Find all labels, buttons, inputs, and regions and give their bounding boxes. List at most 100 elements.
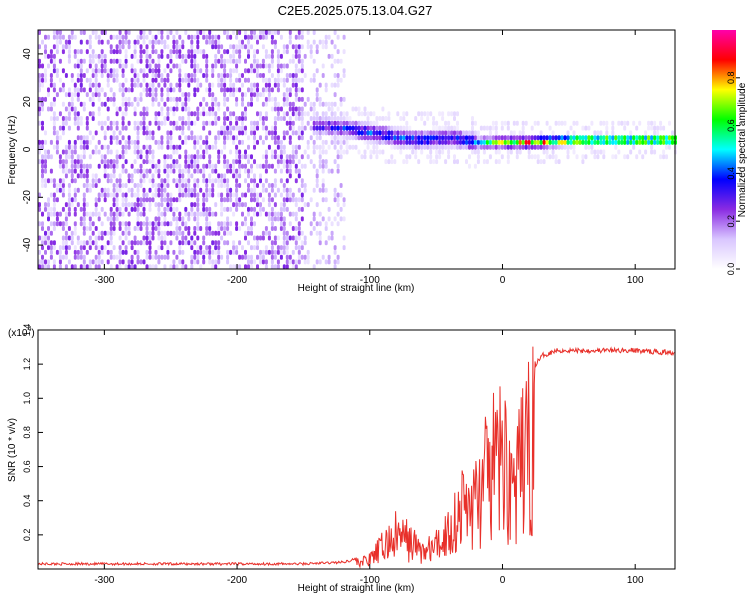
spectrogram-cell xyxy=(232,211,236,217)
spectrogram-cell xyxy=(115,216,119,222)
spectrogram-cell xyxy=(303,125,307,131)
spectrogram-cell xyxy=(303,73,307,78)
spectrogram-cell xyxy=(190,187,194,193)
spectrogram-cell xyxy=(435,125,439,131)
spectrogram-cell xyxy=(315,202,319,208)
spectrogram-cell xyxy=(318,116,322,121)
spectrogram-cell xyxy=(384,130,388,136)
spectrogram-cell xyxy=(551,154,555,160)
spectrogram-cell xyxy=(530,154,534,160)
spectrogram-cell xyxy=(148,39,152,45)
spectrogram-cell xyxy=(333,197,337,203)
spectrogram-cell xyxy=(291,226,295,231)
spectrogram-cell xyxy=(103,197,107,203)
spectrogram-cell xyxy=(163,178,167,184)
spectrogram-cell xyxy=(118,173,122,179)
spectrogram-cell xyxy=(100,259,104,265)
spectrogram-cell xyxy=(47,206,50,212)
spectrogram-cell xyxy=(250,163,253,169)
spectrogram-cell xyxy=(253,192,256,198)
spectrogram-cell xyxy=(441,135,445,141)
spectrogram-cell xyxy=(151,82,155,88)
spectrogram-cell xyxy=(405,135,409,141)
spectrogram-cell xyxy=(199,154,203,160)
spectrogram-cell xyxy=(297,187,301,193)
spectrogram-cell xyxy=(339,206,343,212)
spectrogram-cell xyxy=(447,120,451,126)
spectrogram-cell xyxy=(64,39,68,45)
spectrogram-cell xyxy=(647,139,651,145)
spectrogram-cell xyxy=(103,58,107,64)
spectrogram-cell xyxy=(441,130,445,136)
spectrogram-cell xyxy=(276,144,280,150)
spectrogram-cell xyxy=(453,111,456,117)
spectrogram-cell xyxy=(151,149,155,155)
spectrogram-cell xyxy=(106,68,110,74)
spectrogram-cell xyxy=(79,154,83,160)
spectrogram-cell xyxy=(232,68,236,74)
spectrogram-cell xyxy=(166,44,170,50)
spectrogram-cell xyxy=(61,168,65,174)
spectrogram-cell xyxy=(247,206,250,212)
spectrogram-cell xyxy=(178,192,182,198)
spectrogram-cell xyxy=(300,116,304,121)
spectrogram-cell xyxy=(235,125,239,131)
spectrogram-cell xyxy=(202,120,206,126)
spectrogram-cell xyxy=(115,106,119,112)
spectrogram-cell xyxy=(211,68,215,74)
spectrogram-cell xyxy=(261,163,265,169)
spectrogram-cell xyxy=(250,120,253,126)
spectrogram-cell xyxy=(300,111,304,117)
spectrogram-cell xyxy=(142,187,146,193)
spectrogram-cell xyxy=(196,154,200,160)
spectrogram-cell xyxy=(253,125,256,131)
spectrogram-cell xyxy=(250,168,253,174)
spectrogram-cell xyxy=(82,202,86,208)
spectrogram-cell xyxy=(44,49,47,55)
spectrogram-cell xyxy=(465,139,468,145)
spectrogram-cell xyxy=(587,125,591,131)
spectrogram-cell xyxy=(208,259,212,265)
spectrogram-cell xyxy=(471,144,474,150)
spectrogram-cell xyxy=(264,264,268,270)
spectrogram-cell xyxy=(70,149,74,155)
spectrogram-cell xyxy=(270,49,274,55)
spectrogram-cell xyxy=(244,192,247,198)
spectrogram-cell xyxy=(41,264,44,270)
spectrogram-cell xyxy=(190,259,194,265)
spectrogram-cell xyxy=(524,135,528,141)
spectrogram-cell xyxy=(160,187,164,193)
spectrogram-cell xyxy=(52,111,56,117)
spectrogram-cell xyxy=(49,240,53,246)
spectrogram-cell xyxy=(157,30,161,35)
spectrogram-cell xyxy=(471,139,474,145)
spectrogram-cell xyxy=(70,144,74,150)
spectrogram-cell xyxy=(241,125,244,131)
spectrogram-cell xyxy=(151,34,155,40)
spectrogram-cell xyxy=(109,120,113,126)
spectrogram-cell xyxy=(429,154,433,160)
spectrogram-cell xyxy=(103,101,107,107)
spectrogram-cell xyxy=(333,264,337,270)
spectrogram-cell xyxy=(52,63,56,69)
spectrogram-cell xyxy=(157,230,161,236)
spectrogram-cell xyxy=(142,202,146,208)
spectrogram-cell xyxy=(61,82,65,88)
spectrogram-cell xyxy=(145,34,149,40)
spectrogram-cell xyxy=(184,154,188,160)
spectrogram-cell xyxy=(44,230,47,236)
spectrogram-cell xyxy=(324,240,328,246)
spectrogram-cell xyxy=(97,254,101,260)
spectrogram-cell xyxy=(193,92,197,98)
spectrogram-cell xyxy=(79,39,83,45)
spectrogram-cell xyxy=(247,49,250,55)
spectrogram-cell xyxy=(124,101,128,107)
colorbar-label: Normalized spectral amplitude xyxy=(737,82,748,217)
spectrogram-cell xyxy=(47,106,50,112)
spectrogram-cell xyxy=(381,106,385,112)
spectrogram-cell xyxy=(342,139,346,145)
spectrogram-cell xyxy=(276,154,280,160)
spectrogram-cell xyxy=(441,125,445,131)
spectrogram-cell xyxy=(548,139,552,145)
spectrogram-cell xyxy=(133,240,137,246)
